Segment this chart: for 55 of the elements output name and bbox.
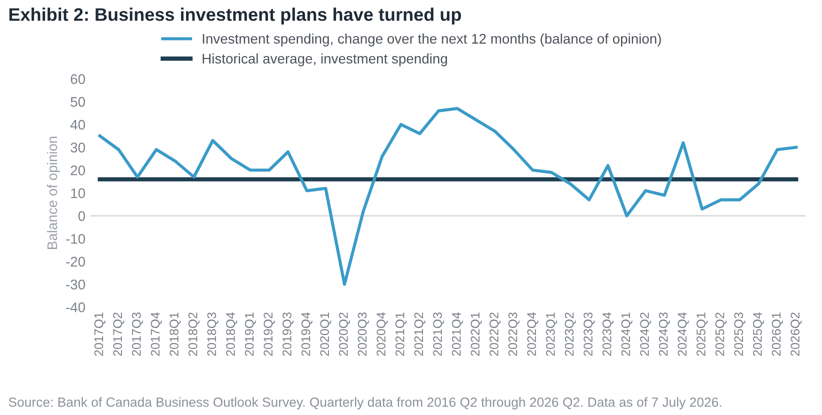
x-tick-label: 2017Q1 <box>94 312 106 356</box>
x-tick-label: 2018Q3 <box>207 312 218 356</box>
x-tick-label: 2026Q1 <box>772 312 783 356</box>
legend-label: Historical average, investment spending <box>202 53 447 66</box>
y-tick-label: -20 <box>66 256 86 267</box>
x-tick-label: 2019Q2 <box>264 312 275 356</box>
y-tick-label: 0 <box>78 211 86 221</box>
x-tick-label: 2022Q1 <box>470 312 482 356</box>
x-tick-label: 2021Q3 <box>433 312 444 356</box>
legend-label: Investment spending, change over the next 12 months (balance of opinion) <box>202 34 661 46</box>
y-axis-title: Balance of opinion <box>46 136 60 249</box>
x-tick-label: 2023Q3 <box>584 312 595 356</box>
x-tick-label: 2025Q3 <box>734 312 746 356</box>
x-tick-label: 2024Q1 <box>621 312 632 356</box>
x-tick-label: 2022Q2 <box>490 312 501 356</box>
x-tick-label: 2020Q1 <box>320 312 332 356</box>
line-series <box>98 106 798 286</box>
x-tick-label: 2021Q2 <box>414 312 426 356</box>
x-tick-label: 2018Q1 <box>170 312 181 356</box>
x-tick-label: 2022Q3 <box>508 312 520 356</box>
x-tick-label: 2020Q2 <box>338 312 350 356</box>
x-tick-label: 2025Q1 <box>696 312 708 356</box>
x-tick-label: 2020Q3 <box>358 312 369 356</box>
x-tick-label: 2017Q3 <box>132 312 144 356</box>
x-tick-label: 2019Q1 <box>244 312 256 356</box>
y-tick-label: 30 <box>70 142 86 152</box>
y-tick-label: 40 <box>70 120 86 130</box>
x-tick-label: 2023Q4 <box>602 312 614 356</box>
y-tick-label: 60 <box>70 74 86 84</box>
x-tick-label: 2024Q3 <box>658 312 670 356</box>
y-tick-label: 50 <box>70 97 86 107</box>
x-tick-label: 2022Q4 <box>527 312 538 356</box>
y-tick-label: -10 <box>66 234 86 244</box>
x-tick-label: 2021Q4 <box>452 312 463 356</box>
x-tick-label: 2019Q4 <box>301 312 312 356</box>
y-tick-label: -40 <box>66 302 86 312</box>
chart-title: Exhibit 2: Business investment plans have turned up <box>9 8 461 24</box>
x-tick-label: 2026Q2 <box>790 312 802 356</box>
y-tick-label: 10 <box>71 188 86 198</box>
source-note: Source: Bank of Canada Business Outlook Survey. Quarterly data from 2016 Q2 through 2026 Q2. Data as of 7 July 2026. <box>8 397 722 410</box>
x-tick-label: 2023Q2 <box>564 312 576 356</box>
x-tick-label: 2017Q4 <box>150 312 162 356</box>
y-tick-label: -30 <box>66 280 86 290</box>
x-tick-label: 2018Q4 <box>226 312 238 356</box>
x-tick-label: 2024Q2 <box>640 312 652 356</box>
x-tick-label: 2018Q2 <box>188 312 200 356</box>
x-tick-label: 2017Q2 <box>113 312 124 356</box>
x-tick-label: 2020Q4 <box>376 312 388 356</box>
x-tick-label: 2019Q3 <box>282 312 294 356</box>
y-tick-label: 20 <box>70 165 86 176</box>
x-tick-label: 2024Q4 <box>678 312 689 356</box>
x-tick-label: 2021Q1 <box>395 312 407 356</box>
x-tick-label: 2023Q1 <box>546 312 558 356</box>
x-tick-label: 2025Q2 <box>715 312 726 356</box>
x-tick-label: 2025Q4 <box>753 312 764 356</box>
